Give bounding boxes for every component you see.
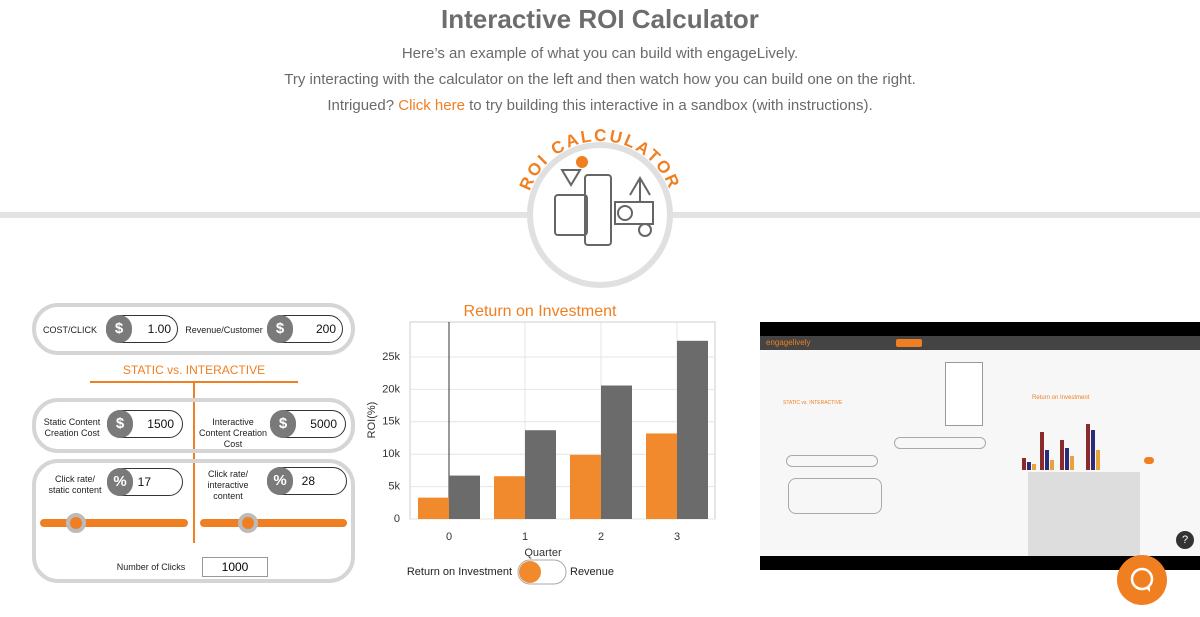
chat-button[interactable] (1117, 555, 1167, 605)
bar (449, 475, 480, 519)
section-divider (193, 383, 195, 543)
video-toolbar (760, 336, 1200, 350)
video-box (894, 437, 986, 449)
video-box (786, 455, 878, 467)
field-label: Click rate/ static content (48, 474, 102, 495)
chart-title: Return on Investment (464, 303, 618, 320)
y-tick-label: 5k (388, 481, 400, 493)
divider (0, 212, 530, 218)
bar (677, 340, 708, 519)
clicks-input[interactable]: 1000 (202, 557, 268, 577)
field-label: Number of Clicks (116, 562, 186, 572)
bar (418, 497, 449, 519)
unit-badge: $ (270, 410, 296, 438)
rate-panel (32, 459, 355, 583)
divider (670, 212, 1200, 218)
input-value: 5000 (310, 417, 337, 431)
x-axis-label: Quarter (524, 547, 562, 559)
bar (570, 454, 601, 519)
input-value: 28 (301, 474, 315, 488)
bar (494, 476, 525, 519)
roi-chart: Return on Investment 0 5k 10k 15k 20k 25k ROI(%… (366, 303, 716, 585)
video-button (896, 339, 922, 347)
video-mini-chart (1022, 424, 1100, 470)
input-value: 1500 (147, 417, 174, 431)
field-label: Click rate/ interactive content (207, 469, 249, 501)
video-box (788, 478, 882, 514)
badge: ROI CALCULATOR (516, 126, 681, 288)
help-button[interactable]: ? (1176, 531, 1194, 549)
unit-badge: $ (267, 315, 293, 343)
intro-line: Here’s an example of what you can build … (401, 45, 799, 62)
legend-label: Revenue (570, 566, 614, 578)
unit-badge: $ (106, 315, 132, 343)
input-value: 17 (137, 475, 151, 489)
slider-track[interactable] (200, 519, 347, 527)
page-title: Interactive ROI Calculator (441, 4, 759, 34)
video-menu (945, 362, 983, 426)
toggle-knob (519, 561, 541, 583)
unit-badge: % (267, 467, 293, 495)
field-label: Interactive Content Creation Cost (198, 417, 268, 449)
x-tick-label: 1 (522, 531, 528, 543)
y-tick-label: 25k (382, 351, 400, 363)
x-tick-label: 2 (598, 531, 604, 543)
video-chart-title: Return on Investment (1032, 395, 1090, 401)
unit-badge: $ (107, 410, 133, 438)
slider-track[interactable] (40, 519, 188, 527)
x-tick-label: 0 (446, 531, 452, 543)
bar (525, 430, 556, 519)
y-tick-label: 15k (382, 416, 400, 428)
input-row (32, 303, 355, 355)
y-tick-label: 0 (394, 513, 400, 525)
series-toggle[interactable] (517, 559, 567, 585)
input-value: 1.00 (147, 322, 171, 336)
unit-badge: % (107, 468, 133, 496)
field-label: Revenue/Customer (185, 325, 263, 335)
y-tick-label: 10k (382, 448, 400, 460)
intro-prefix: Intrigued? (327, 97, 395, 114)
bar (646, 433, 677, 519)
bar (601, 385, 632, 519)
input-row (32, 398, 355, 453)
legend-label: Return on Investment (407, 566, 512, 578)
intro-line: Intrigued? Click here to try building th… (0, 97, 1200, 114)
video-section: STATIC vs. INTERACTIVE (783, 400, 843, 406)
sandbox-link[interactable]: Click here (398, 97, 465, 114)
slider-knob[interactable] (238, 513, 258, 533)
field-label: COST/CLICK (42, 325, 97, 335)
slider-knob[interactable] (66, 513, 86, 533)
x-tick-label: 3 (674, 531, 680, 543)
video-toggle (1144, 457, 1154, 464)
y-axis-label: ROI(%) (366, 402, 378, 439)
intro-line: Try interacting with the calculator on t… (284, 71, 916, 88)
intro-suffix: to try building this interactive in a sa… (469, 97, 873, 114)
input-value: 200 (315, 322, 336, 336)
video-panel (1028, 472, 1140, 556)
field-label: Static Content Creation Cost (43, 417, 101, 438)
video-brand: engagelively (766, 338, 811, 347)
section-underline (90, 381, 298, 383)
y-tick-label: 20k (382, 383, 400, 395)
section-title: STATIC vs. INTERACTIVE (122, 363, 266, 377)
